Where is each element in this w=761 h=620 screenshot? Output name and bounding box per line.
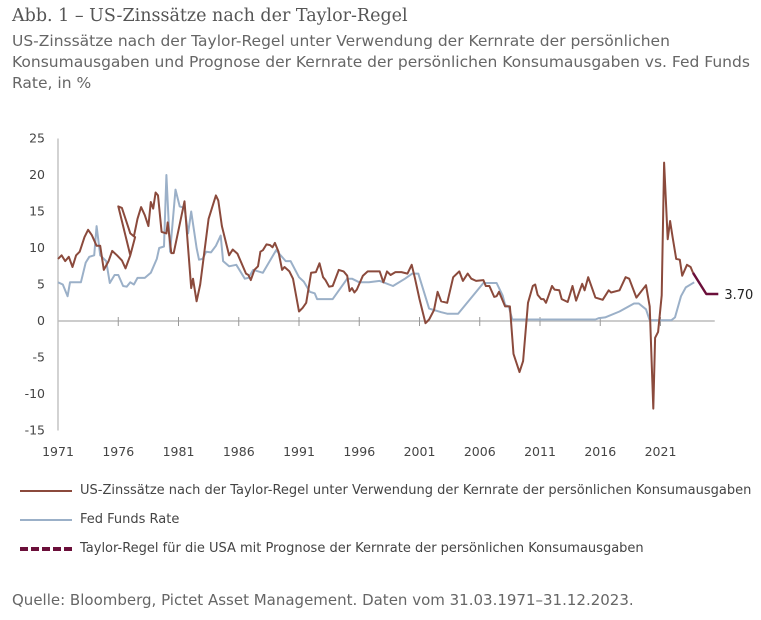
y-tick-label: 15 [29,204,45,219]
x-tick-label: 1971 [42,444,74,459]
legend-label: US-Zinssätze nach der Taylor-Regel unter… [80,483,752,498]
y-tick-label: 0 [37,313,45,328]
y-tick-label: 5 [37,277,45,292]
end-value-label: 3.70 [724,288,753,303]
legend: US-Zinssätze nach der Taylor-Regel unter… [20,476,751,563]
x-tick-label: 2001 [404,444,436,459]
series-line-taylor [57,161,694,410]
legend-swatch-fed-funds [20,518,72,521]
legend-item-taylor: US-Zinssätze nach der Taylor-Regel unter… [20,476,751,505]
legend-item-forecast: Taylor-Regel für die USA mit Prognose de… [20,534,751,563]
chart-subtitle: US-Zinssätze nach der Taylor-Regel unter… [12,32,750,92]
x-tick-label: 2011 [524,444,556,459]
legend-label: Fed Funds Rate [80,512,180,527]
x-tick-label: 1981 [163,444,195,459]
legend-label: Taylor-Regel für die USA mit Prognose de… [80,541,644,556]
y-tick-label: -5 [33,350,45,365]
y-tick-label: 10 [29,240,45,255]
chart-title: Abb. 1 – US-Zinssätze nach der Taylor-Re… [12,6,408,26]
x-tick-label: 1996 [343,444,375,459]
legend-swatch-forecast [20,546,72,551]
x-tick-label: 1991 [283,444,315,459]
x-tick-label: 2006 [464,444,496,459]
source-note: Quelle: Bloomberg, Pictet Asset Manageme… [12,591,634,609]
y-tick-label: -10 [25,386,45,401]
line-chart: 25 20 15 10 5 0 -5 -10 -15 1971 1976 1981 1986 1991 19… [25,131,754,460]
y-tick-label: -15 [25,423,45,438]
x-tick-label: 2021 [645,444,677,459]
y-tick-label: 25 [29,131,45,146]
y-tick-label: 20 [29,167,45,182]
x-tick-label: 1976 [102,444,134,459]
legend-swatch-taylor [20,489,72,492]
x-tick-label: 2016 [584,444,616,459]
legend-item-fed-funds: Fed Funds Rate [20,505,751,534]
series-line-forecast [691,272,719,296]
x-tick-label: 1986 [223,444,255,459]
